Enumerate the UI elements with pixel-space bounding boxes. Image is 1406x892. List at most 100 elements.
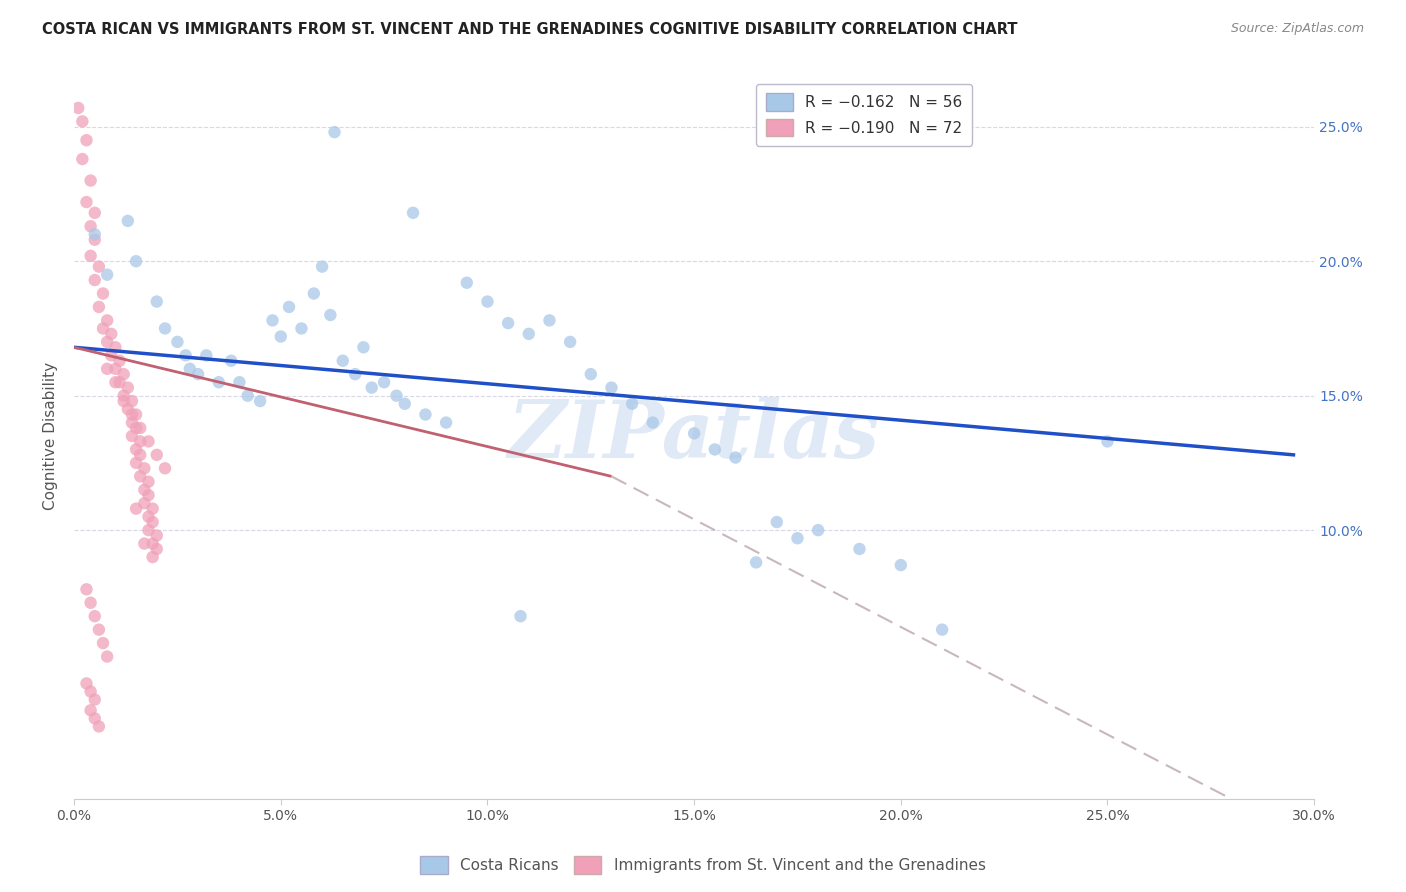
Point: [344, 367, 367, 381]
Point: [129, 434, 152, 449]
Point: [138, 488, 160, 502]
Point: [311, 260, 333, 274]
Point: [125, 442, 148, 457]
Point: [79, 684, 101, 698]
Point: [91, 286, 114, 301]
Point: [415, 408, 437, 422]
Point: [129, 421, 152, 435]
Point: [262, 313, 284, 327]
Point: [76, 133, 98, 147]
Point: [96, 361, 118, 376]
Point: [138, 523, 160, 537]
Point: [87, 300, 110, 314]
Point: [703, 442, 725, 457]
Point: [76, 582, 98, 597]
Text: ZIPatlas: ZIPatlas: [508, 397, 880, 475]
Point: [145, 541, 167, 556]
Point: [87, 623, 110, 637]
Point: [72, 114, 94, 128]
Point: [724, 450, 747, 465]
Point: [456, 276, 478, 290]
Point: [83, 233, 105, 247]
Point: [112, 367, 135, 381]
Legend: Costa Ricans, Immigrants from St. Vincent and the Grenadines: Costa Ricans, Immigrants from St. Vincen…: [415, 850, 991, 880]
Point: [125, 421, 148, 435]
Point: [76, 195, 98, 210]
Point: [142, 536, 165, 550]
Point: [579, 367, 602, 381]
Text: COSTA RICAN VS IMMIGRANTS FROM ST. VINCENT AND THE GRENADINES COGNITIVE DISABILI: COSTA RICAN VS IMMIGRANTS FROM ST. VINCE…: [42, 22, 1018, 37]
Point: [848, 541, 870, 556]
Point: [621, 397, 644, 411]
Point: [138, 509, 160, 524]
Point: [134, 483, 156, 497]
Point: [641, 416, 664, 430]
Point: [166, 334, 188, 349]
Point: [87, 719, 110, 733]
Point: [187, 367, 209, 381]
Point: [83, 273, 105, 287]
Point: [129, 469, 152, 483]
Point: [208, 376, 231, 390]
Point: [72, 152, 94, 166]
Point: [270, 329, 292, 343]
Point: [153, 321, 176, 335]
Point: [765, 515, 787, 529]
Point: [117, 402, 139, 417]
Point: [228, 376, 250, 390]
Point: [117, 381, 139, 395]
Point: [145, 528, 167, 542]
Point: [96, 268, 118, 282]
Point: [142, 501, 165, 516]
Point: [931, 623, 953, 637]
Point: [125, 254, 148, 268]
Point: [83, 227, 105, 242]
Point: [1097, 434, 1119, 449]
Point: [117, 214, 139, 228]
Point: [558, 334, 581, 349]
Point: [290, 321, 312, 335]
Point: [104, 361, 127, 376]
Point: [517, 326, 540, 341]
Point: [153, 461, 176, 475]
Point: [236, 389, 259, 403]
Point: [142, 549, 165, 564]
Point: [79, 249, 101, 263]
Point: [79, 703, 101, 717]
Point: [125, 501, 148, 516]
Point: [83, 711, 105, 725]
Point: [477, 294, 499, 309]
Point: [138, 475, 160, 489]
Point: [145, 448, 167, 462]
Point: [394, 397, 416, 411]
Point: [134, 461, 156, 475]
Point: [76, 676, 98, 690]
Point: [134, 496, 156, 510]
Point: [219, 353, 242, 368]
Point: [352, 340, 374, 354]
Point: [402, 206, 425, 220]
Point: [91, 321, 114, 335]
Point: [83, 206, 105, 220]
Point: [360, 381, 382, 395]
Point: [249, 394, 271, 409]
Point: [179, 361, 201, 376]
Point: [745, 556, 768, 570]
Point: [79, 219, 101, 234]
Point: [83, 692, 105, 706]
Point: [683, 426, 706, 441]
Point: [385, 389, 408, 403]
Point: [509, 609, 531, 624]
Point: [96, 334, 118, 349]
Point: [112, 389, 135, 403]
Point: [96, 649, 118, 664]
Point: [807, 523, 830, 537]
Point: [121, 416, 143, 430]
Point: [91, 636, 114, 650]
Point: [100, 326, 122, 341]
Point: [332, 353, 354, 368]
Point: [174, 348, 197, 362]
Point: [890, 558, 912, 573]
Point: [104, 340, 127, 354]
Point: [125, 408, 148, 422]
